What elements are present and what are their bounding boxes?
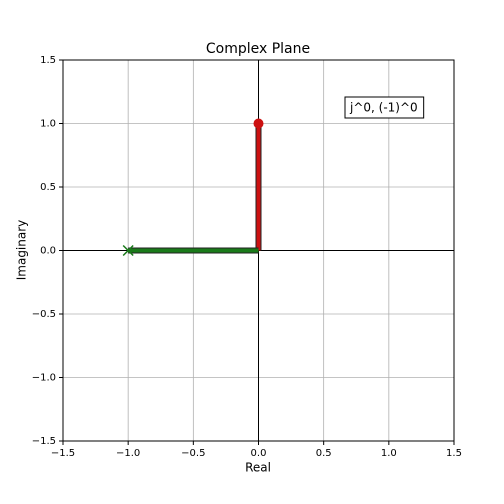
x-tick-label: 1.0 — [381, 448, 397, 459]
y-tick-label: 0.5 — [40, 182, 56, 193]
y-tick-label: 1.0 — [40, 119, 56, 130]
chart-title: Complex Plane — [206, 41, 310, 57]
plot-frame — [62, 59, 455, 442]
x-tick-label: −1.0 — [116, 448, 140, 459]
y-tick-label: −1.5 — [32, 436, 56, 447]
x-tick-label: 0.0 — [251, 448, 267, 459]
point-marker — [122, 244, 134, 257]
y-axis-label: Imaginary — [15, 220, 29, 281]
x-tick-label: 1.5 — [446, 448, 462, 459]
y-tick-label: −1.0 — [32, 373, 56, 384]
point-marker — [253, 118, 264, 129]
annotation: j^0, (-1)^0 — [349, 101, 418, 115]
y-tick-label: 0.0 — [40, 246, 56, 257]
x-tick-label: −0.5 — [181, 448, 205, 459]
x-axis-label: Real — [245, 461, 271, 475]
y-tick-label: 1.5 — [40, 55, 56, 66]
annotation-box — [344, 96, 425, 119]
x-tick-label: −1.5 — [51, 448, 75, 459]
x-tick-label: 0.5 — [316, 448, 332, 459]
y-tick-label: −0.5 — [32, 309, 56, 320]
